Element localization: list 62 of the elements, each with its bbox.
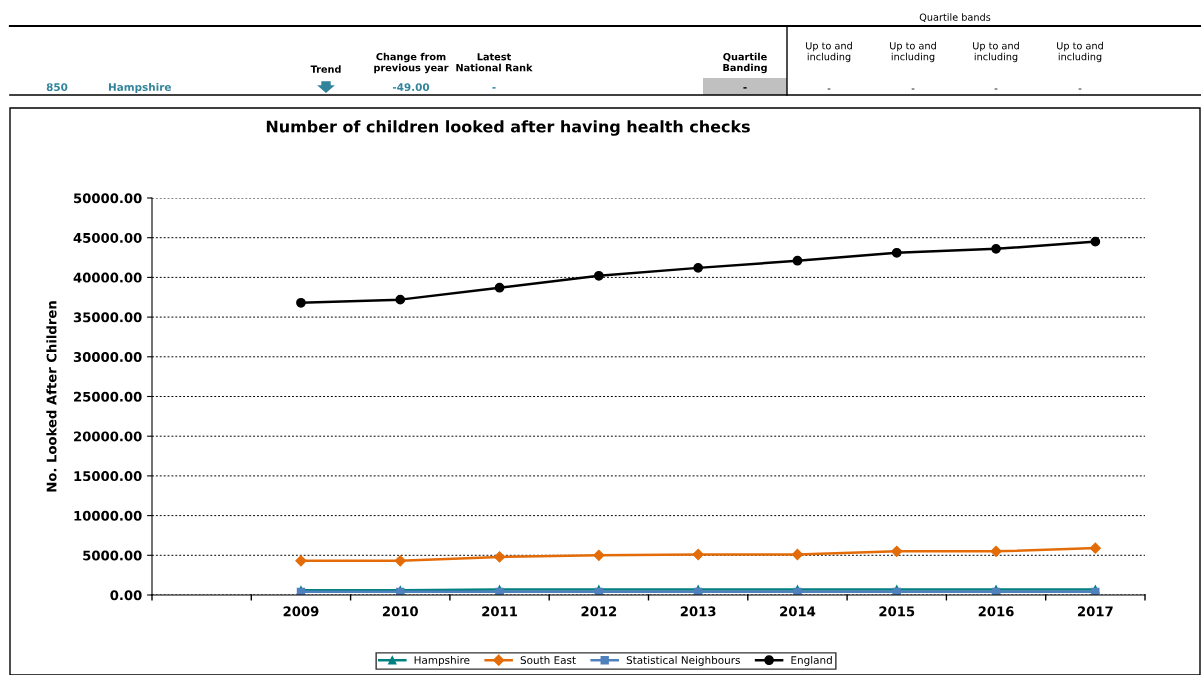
text: Quartile bands bbox=[919, 13, 991, 22]
text: Up to and including bbox=[806, 41, 852, 63]
legend-label: South East bbox=[520, 655, 576, 665]
text: Hampshire bbox=[108, 82, 171, 94]
text: Trend bbox=[310, 65, 341, 73]
point bbox=[295, 555, 307, 567]
text: - bbox=[492, 87, 496, 89]
x-tick-label: 2012 bbox=[581, 606, 617, 617]
text: Up to and including bbox=[890, 41, 936, 63]
point bbox=[693, 263, 704, 273]
y-tick-label: 5000.00 bbox=[83, 550, 142, 561]
text: Latest National Rank bbox=[456, 53, 533, 72]
point bbox=[692, 548, 704, 561]
legend-label: England bbox=[791, 655, 832, 667]
point bbox=[891, 545, 903, 557]
x-tick-label: 2014 bbox=[780, 606, 816, 617]
x-tick-label: 2013 bbox=[680, 606, 716, 617]
point bbox=[296, 297, 306, 308]
y-tick-label: 40000.00 bbox=[73, 272, 142, 283]
text: - bbox=[911, 88, 915, 90]
y-tick-label: 45000.00 bbox=[73, 232, 142, 243]
point bbox=[593, 549, 605, 561]
text: Up to and including bbox=[1057, 41, 1103, 63]
y-tick-label: 0.00 bbox=[110, 590, 142, 601]
text: - bbox=[743, 87, 747, 89]
x-tick-label: 2009 bbox=[283, 606, 319, 617]
y-tick-label: 25000.00 bbox=[74, 391, 142, 402]
text: Quartile Banding bbox=[723, 52, 767, 74]
point bbox=[891, 247, 902, 258]
point bbox=[494, 282, 505, 293]
point bbox=[791, 548, 804, 561]
point bbox=[1090, 236, 1101, 247]
legend-label: Hampshire bbox=[414, 655, 470, 667]
text: - bbox=[827, 88, 831, 90]
legend-label: Statistical Neighbours bbox=[626, 655, 740, 667]
text: Up to and including bbox=[973, 41, 1019, 63]
point bbox=[792, 255, 803, 266]
x-tick-label: 2016 bbox=[978, 606, 1014, 617]
x-tick-label: 2015 bbox=[879, 606, 915, 617]
text: - bbox=[1078, 88, 1082, 90]
point bbox=[991, 243, 1001, 254]
y-tick-label: 20000.00 bbox=[74, 431, 142, 442]
point bbox=[493, 551, 506, 563]
point bbox=[1089, 542, 1101, 554]
x-tick-label: 2010 bbox=[382, 606, 418, 617]
text: Change from previous year bbox=[374, 52, 449, 74]
y-tick-label: 35000.00 bbox=[73, 312, 142, 323]
point bbox=[593, 270, 604, 281]
point bbox=[395, 294, 406, 305]
y-tick-label: 10000.00 bbox=[74, 510, 142, 521]
text: - bbox=[994, 88, 998, 90]
y-tick-label: 30000.00 bbox=[73, 352, 142, 362]
y-axis-title: No. Looked After Children bbox=[46, 301, 57, 492]
x-tick-label: 2011 bbox=[482, 606, 517, 617]
text: -49.00 bbox=[392, 83, 430, 92]
point bbox=[990, 545, 1002, 557]
text: 850 bbox=[46, 83, 68, 92]
x-tick-label: 2017 bbox=[1078, 606, 1113, 617]
y-tick-label: 15000.00 bbox=[74, 471, 142, 482]
point bbox=[394, 555, 406, 567]
chart-title: Number of children looked after having health checks bbox=[266, 120, 750, 136]
y-tick-label: 50000.00 bbox=[74, 193, 142, 204]
